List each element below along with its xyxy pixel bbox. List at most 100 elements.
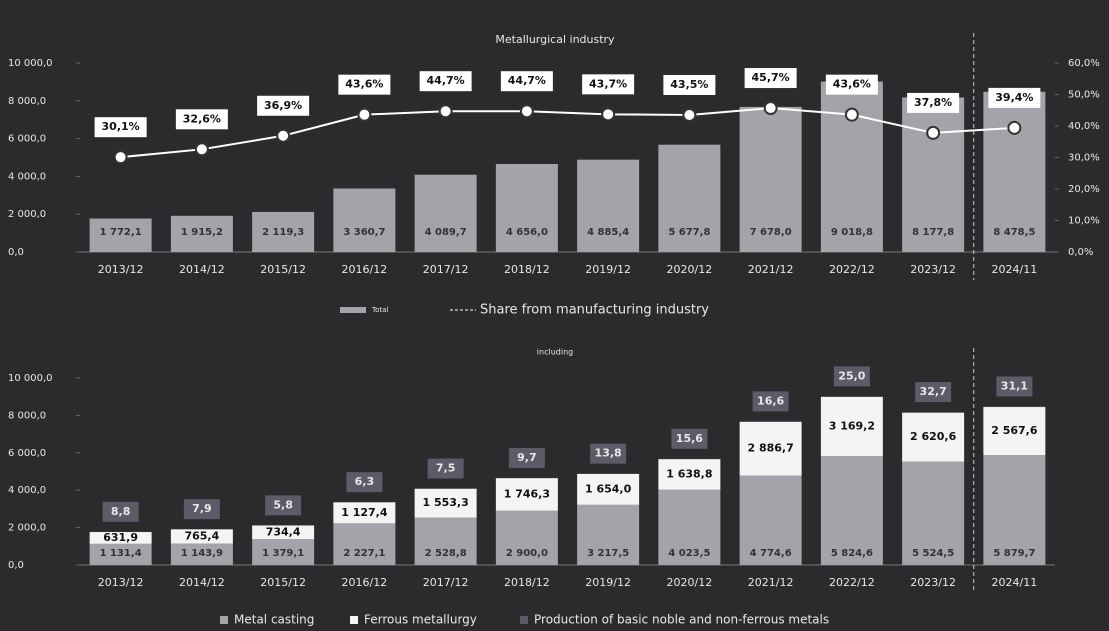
- legend-label: Ferrous metallurgy: [364, 613, 477, 627]
- line-value-label: 32,6%: [183, 112, 221, 125]
- legend-swatch: [350, 616, 358, 624]
- y2-tick-label: 30,0%: [1068, 153, 1100, 164]
- x-tick-label: 2013/12: [98, 263, 144, 276]
- x-tick-label: 2022/12: [829, 263, 875, 276]
- line-value-label: 43,7%: [589, 77, 627, 90]
- segment-label: 2 227,1: [343, 548, 385, 559]
- legend-label: Share from manufacturing industry: [480, 303, 709, 318]
- segment-label: 1 379,1: [262, 548, 304, 559]
- line-value-label: 43,5%: [670, 78, 708, 91]
- legend-swatch: [340, 307, 366, 313]
- y2-tick-label: 0,0%: [1068, 247, 1093, 258]
- segment-label: 1 127,4: [341, 506, 388, 519]
- segment-label: 2 900,0: [506, 548, 548, 559]
- segment-label: 734,4: [266, 525, 301, 538]
- segment-label: 1 131,4: [100, 548, 142, 559]
- bar-value-label: 3 360,7: [343, 227, 385, 238]
- point: [440, 105, 452, 117]
- line-value-label: 44,7%: [427, 74, 465, 87]
- line-value-label: 43,6%: [345, 78, 383, 91]
- chart: Metallurgical industry including 0,02 00…: [0, 0, 1109, 631]
- segment-label: 7,5: [436, 462, 456, 475]
- x-tick-label: 2024/11: [992, 576, 1038, 589]
- segment-label: 1 654,0: [585, 482, 632, 495]
- x-tick-label: 2019/12: [585, 263, 631, 276]
- segment-label: 32,7: [920, 385, 947, 398]
- point: [1008, 122, 1020, 134]
- bar-value-label: 4 656,0: [506, 227, 548, 238]
- y2-tick-label: 20,0%: [1068, 184, 1100, 195]
- segment-label: 31,1: [1001, 379, 1028, 392]
- y2-tick-label: 10,0%: [1068, 216, 1100, 227]
- chart-title: Metallurgical industry: [495, 33, 615, 46]
- segment-label: 5,8: [273, 498, 293, 511]
- bar-value-label: 8 177,8: [912, 227, 954, 238]
- x-tick-label: 2016/12: [342, 576, 388, 589]
- y-tick-label: 0,0: [8, 247, 24, 258]
- segment-label: 6,3: [355, 475, 375, 488]
- y-tick-label: 8 000,0: [8, 96, 46, 107]
- x-tick-label: 2017/12: [423, 576, 469, 589]
- page: Metallurgical industry including 0,02 00…: [0, 0, 1109, 631]
- bar-value-label: 7 678,0: [750, 227, 792, 238]
- x-tick-label: 2020/12: [667, 576, 713, 589]
- y-tick-label: 10 000,0: [8, 58, 53, 69]
- x-tick-label: 2024/11: [992, 263, 1038, 276]
- y-tick-label: 10 000,0: [8, 373, 53, 384]
- x-tick-label: 2019/12: [585, 576, 631, 589]
- point: [196, 143, 208, 155]
- x-tick-label: 2015/12: [260, 263, 306, 276]
- segment-label: 1 553,3: [422, 496, 468, 509]
- segment-label: 631,9: [103, 531, 138, 544]
- segment-label: 1 638,8: [666, 467, 712, 480]
- legend-swatch: [220, 616, 228, 624]
- bar-segment: [902, 412, 964, 413]
- y2-tick-label: 60,0%: [1068, 58, 1100, 69]
- y2-tick-label: 50,0%: [1068, 90, 1100, 101]
- bar-value-label: 4 089,7: [425, 227, 467, 238]
- bar-value-label: 9 018,8: [831, 227, 873, 238]
- segment-label: 5 824,6: [831, 548, 873, 559]
- x-tick-label: 2015/12: [260, 576, 306, 589]
- x-tick-label: 2016/12: [342, 263, 388, 276]
- segment-label: 5 879,7: [993, 548, 1035, 559]
- segment-label: 2 620,6: [910, 430, 957, 443]
- segment-label: 16,6: [757, 394, 784, 407]
- legend-swatch: [520, 616, 528, 624]
- point: [358, 109, 370, 121]
- segment-label: 2 567,6: [991, 424, 1038, 437]
- segment-label: 2 528,8: [425, 548, 467, 559]
- segment-label: 7,9: [192, 502, 212, 515]
- segment-label: 9,7: [517, 451, 537, 464]
- legend-label: Production of basic noble and non-ferrou…: [534, 613, 829, 627]
- bar-value-label: 2 119,3: [262, 227, 304, 238]
- line-value-label: 30,1%: [102, 120, 140, 133]
- x-tick-label: 2021/12: [748, 263, 794, 276]
- bar: [333, 188, 395, 252]
- bar-value-label: 1 772,1: [100, 227, 142, 238]
- bar-value-label: 4 885,4: [587, 227, 629, 238]
- segment-label: 3 169,2: [829, 419, 875, 432]
- segment-label: 4 774,6: [750, 548, 792, 559]
- segment-label: 13,8: [595, 447, 622, 460]
- line-value-label: 39,4%: [995, 91, 1033, 104]
- segment-label: 15,6: [676, 432, 703, 445]
- x-tick-label: 2023/12: [910, 576, 956, 589]
- x-tick-label: 2018/12: [504, 263, 550, 276]
- point: [846, 109, 858, 121]
- x-tick-label: 2018/12: [504, 576, 550, 589]
- y-tick-label: 6 000,0: [8, 134, 46, 145]
- x-tick-label: 2021/12: [748, 576, 794, 589]
- bar-value-label: 1 915,2: [181, 227, 223, 238]
- y-tick-label: 4 000,0: [8, 485, 46, 496]
- line-value-label: 37,8%: [914, 96, 952, 109]
- segment-label: 8,8: [111, 505, 131, 518]
- line-value-label: 43,6%: [833, 78, 871, 91]
- segment-label: 3 217,5: [587, 548, 629, 559]
- bar: [496, 164, 558, 252]
- x-tick-label: 2017/12: [423, 263, 469, 276]
- y-tick-label: 0,0: [8, 560, 24, 571]
- x-tick-label: 2014/12: [179, 576, 225, 589]
- line-value-label: 44,7%: [508, 74, 546, 87]
- point: [683, 109, 695, 121]
